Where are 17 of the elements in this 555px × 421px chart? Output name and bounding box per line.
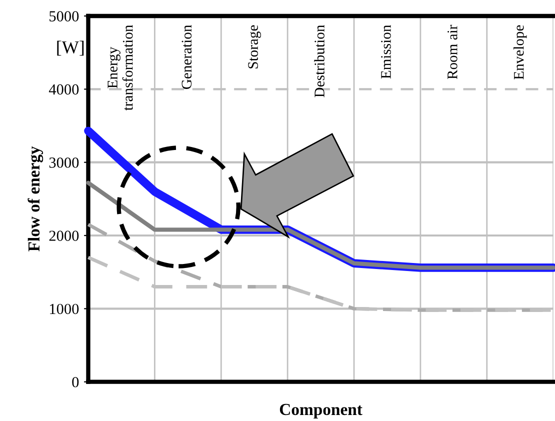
y-tick-label: 0 <box>72 376 79 388</box>
y-tick-label: 5000 <box>50 11 79 22</box>
text: [W] <box>57 40 84 56</box>
y-tick-label: 3000 <box>49 157 79 168</box>
annotation: Energy transformation <box>108 25 133 110</box>
y-tick-label: 4000 <box>48 84 79 95</box>
y-tick-label: 1000 <box>50 304 79 314</box>
annotation: Envelope <box>514 25 527 80</box>
line-series <box>86 180 555 270</box>
x-axis-title: Component <box>280 404 362 418</box>
y-axis-title: Flow of energy <box>28 146 44 252</box>
annotation: Generation <box>182 25 192 89</box>
y-tick-label: 2000 <box>49 230 79 241</box>
annotation: Room air <box>448 24 458 80</box>
annotation: Emission <box>381 25 391 79</box>
annotation: Destribution <box>314 25 324 98</box>
annotation: Storage <box>248 25 261 68</box>
